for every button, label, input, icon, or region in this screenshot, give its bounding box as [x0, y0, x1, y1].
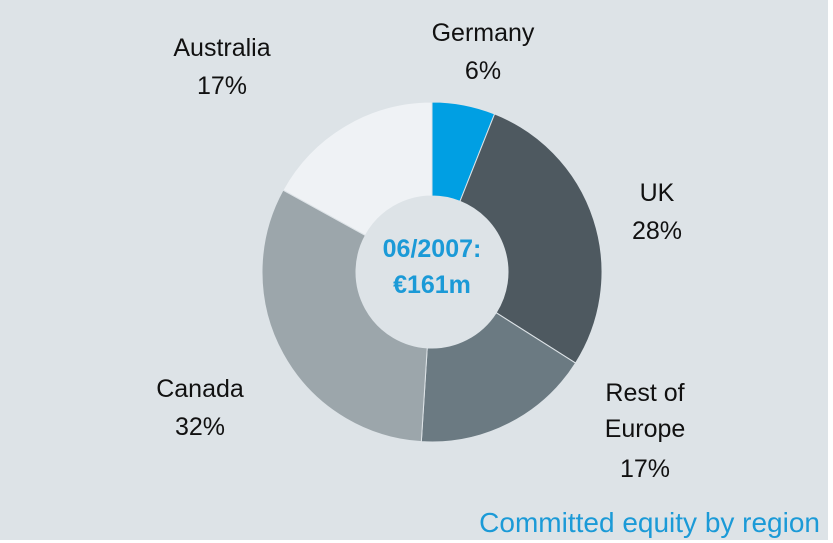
chart-title: Committed equity by region: [479, 507, 820, 538]
category-label: UK: [640, 179, 675, 207]
category-label: Rest of Europe: [605, 379, 686, 443]
donut-slice: [261, 189, 428, 443]
donut-slice: [459, 113, 603, 364]
value-label: 17%: [620, 455, 670, 483]
value-label: 17%: [197, 72, 247, 100]
category-label: Australia: [173, 34, 270, 62]
center-label: €161m: [393, 271, 471, 299]
donut-slice: [420, 312, 577, 443]
category-label: Germany: [432, 19, 535, 47]
value-label: 6%: [465, 57, 501, 85]
value-label: 32%: [175, 413, 225, 441]
donut-slice: [282, 101, 433, 237]
category-label: Canada: [156, 375, 244, 403]
center-label: 06/2007:: [383, 235, 482, 263]
value-label: 28%: [632, 217, 682, 245]
